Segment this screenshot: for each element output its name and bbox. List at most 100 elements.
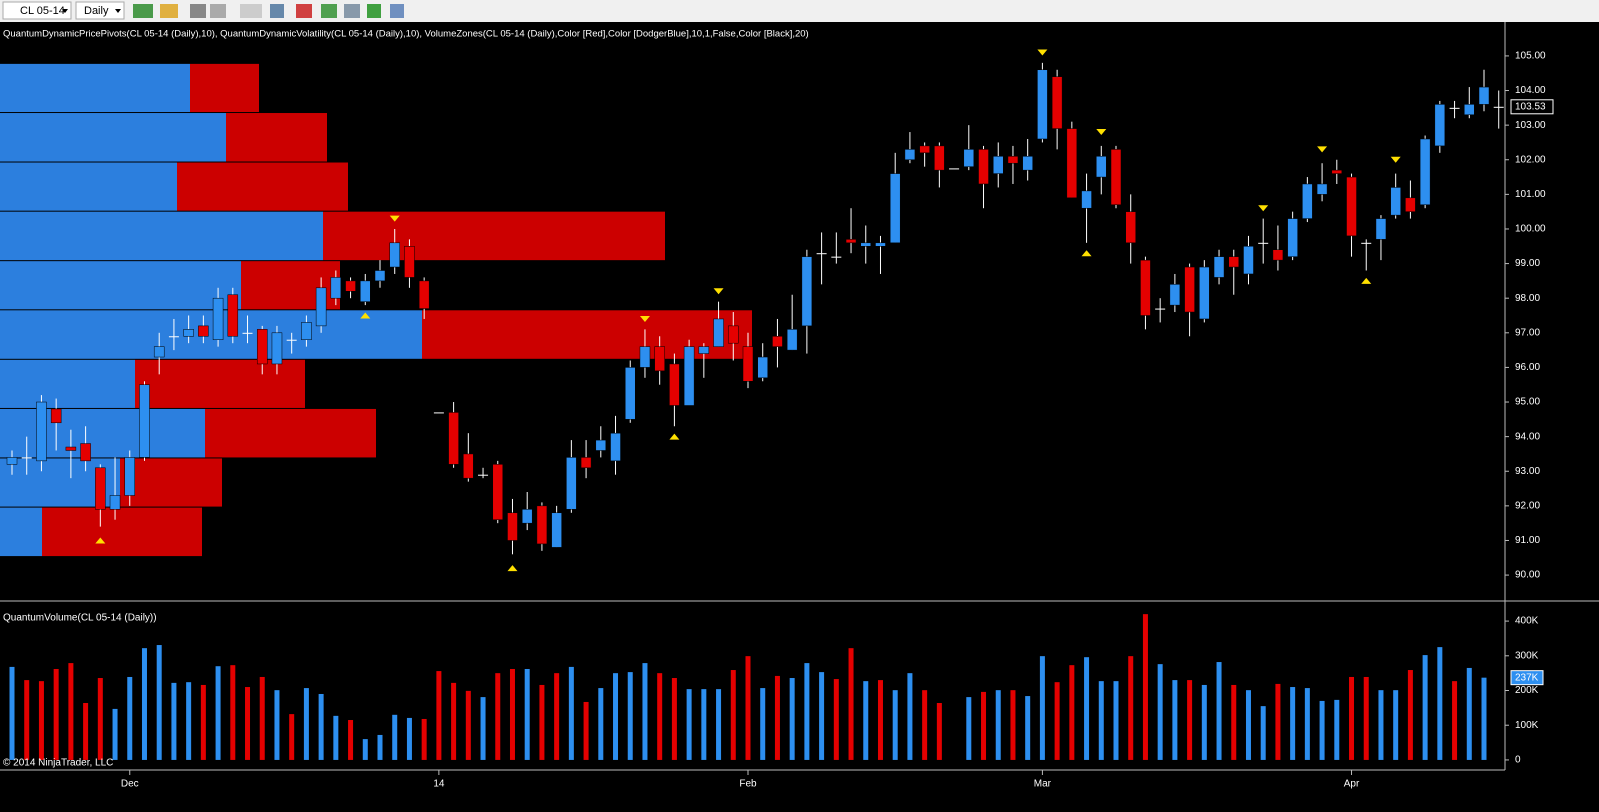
volume-bar bbox=[141, 648, 147, 760]
candle-body bbox=[1228, 256, 1240, 268]
candle-body bbox=[1110, 149, 1122, 205]
volume-bar bbox=[995, 690, 1001, 760]
candle-body bbox=[1478, 86, 1490, 105]
candle-body bbox=[1449, 107, 1460, 109]
candle-body bbox=[551, 512, 562, 548]
zone-down bbox=[177, 162, 348, 211]
zoom-button[interactable] bbox=[270, 4, 284, 18]
y-tick-label: 101.00 bbox=[1515, 189, 1546, 200]
volume-bar bbox=[1098, 681, 1104, 760]
candle-body bbox=[1405, 197, 1416, 212]
bar-type-button[interactable] bbox=[133, 4, 153, 18]
volume-bar bbox=[215, 666, 221, 760]
candle-body bbox=[463, 453, 474, 479]
y-tick-label: 0 bbox=[1515, 755, 1521, 766]
volume-bar bbox=[539, 684, 545, 760]
candle-body bbox=[566, 457, 577, 510]
candle-body bbox=[315, 287, 327, 327]
volume-bar bbox=[613, 673, 619, 760]
period-dropdown[interactable] bbox=[75, 1, 125, 20]
volume-bar bbox=[1334, 699, 1340, 760]
indicators-button[interactable] bbox=[296, 4, 312, 18]
properties-button[interactable] bbox=[390, 4, 404, 18]
volume-bar bbox=[9, 666, 15, 760]
candle-body bbox=[492, 464, 504, 520]
volume-bar bbox=[1452, 681, 1458, 760]
volume-bar bbox=[730, 670, 736, 760]
pivot-low bbox=[669, 433, 680, 440]
volume-bar bbox=[1231, 684, 1237, 760]
strategies-button[interactable] bbox=[321, 4, 337, 18]
candle-body bbox=[595, 439, 607, 451]
candle-body bbox=[772, 336, 783, 347]
candle-body bbox=[109, 495, 121, 510]
y-tick-label: 100.00 bbox=[1515, 224, 1546, 235]
volume-bar bbox=[289, 714, 295, 760]
chart-button[interactable] bbox=[344, 4, 360, 18]
candle-body bbox=[1140, 259, 1151, 316]
zone-up bbox=[0, 63, 190, 113]
zone-up bbox=[0, 310, 422, 359]
volume-bar bbox=[53, 668, 59, 760]
volume-bar bbox=[1407, 670, 1413, 760]
pivot-low bbox=[1361, 277, 1372, 284]
dropdown-arrow bbox=[115, 9, 121, 13]
candle-body bbox=[1037, 69, 1048, 140]
candle-body bbox=[934, 145, 945, 171]
zone-down bbox=[205, 408, 376, 458]
cursor-button[interactable] bbox=[240, 4, 262, 18]
instrument-dropdown[interactable] bbox=[2, 1, 72, 20]
tool-button[interactable] bbox=[190, 4, 206, 18]
toolbar: CL 05-14 Daily bbox=[0, 0, 1599, 22]
orders-button[interactable] bbox=[367, 4, 381, 18]
volume-bar bbox=[406, 717, 412, 760]
candle-body bbox=[1155, 308, 1166, 310]
draw-button[interactable] bbox=[160, 4, 178, 18]
volume-bar bbox=[1378, 690, 1384, 760]
volume-bar bbox=[642, 663, 648, 760]
volume-bar bbox=[1393, 690, 1399, 760]
zone-down bbox=[422, 310, 752, 359]
y-tick-label: 400K bbox=[1515, 616, 1539, 627]
x-tick-label: Feb bbox=[739, 779, 757, 790]
x-tick-label: 14 bbox=[433, 779, 445, 790]
zone-down bbox=[323, 211, 665, 261]
last-price-label: 103.53 bbox=[1515, 101, 1546, 112]
volume-bar bbox=[1319, 700, 1325, 760]
candle-body bbox=[1316, 183, 1328, 195]
candle-body bbox=[521, 509, 533, 524]
copyright: © 2014 NinjaTrader, LLC bbox=[3, 758, 113, 769]
x-tick-label: Mar bbox=[1034, 779, 1052, 790]
zone-down bbox=[226, 113, 327, 162]
candle-body bbox=[198, 325, 209, 337]
zone-down bbox=[42, 507, 202, 557]
candle-body bbox=[286, 339, 297, 341]
volume-bar bbox=[671, 678, 677, 760]
candle-body bbox=[728, 325, 739, 344]
volume-bar bbox=[922, 690, 928, 760]
candle-body bbox=[1493, 106, 1504, 108]
last-volume-box bbox=[1510, 670, 1544, 686]
y-tick-label: 90.00 bbox=[1515, 570, 1540, 581]
candle-body bbox=[1213, 256, 1225, 278]
candle-body bbox=[1199, 266, 1210, 320]
volume-bar bbox=[200, 684, 206, 760]
volume-bar bbox=[97, 678, 103, 760]
candle-body bbox=[904, 149, 916, 161]
volume-bar bbox=[274, 690, 280, 760]
candle-body bbox=[80, 443, 91, 462]
volume-bar bbox=[24, 680, 30, 760]
volume-bar bbox=[230, 665, 236, 760]
candle-body bbox=[65, 446, 77, 451]
volume-bar bbox=[68, 663, 74, 760]
y-tick-label: 92.00 bbox=[1515, 500, 1540, 511]
candle-body bbox=[639, 346, 651, 368]
volume-bar bbox=[554, 673, 560, 760]
candle-body bbox=[816, 253, 827, 255]
toolbar-bg bbox=[0, 0, 1599, 22]
volume-bar bbox=[774, 675, 780, 760]
pivot-high bbox=[713, 288, 724, 295]
candle-body bbox=[1434, 104, 1446, 147]
tool-button[interactable] bbox=[210, 4, 226, 18]
last-price-box bbox=[1510, 99, 1554, 115]
